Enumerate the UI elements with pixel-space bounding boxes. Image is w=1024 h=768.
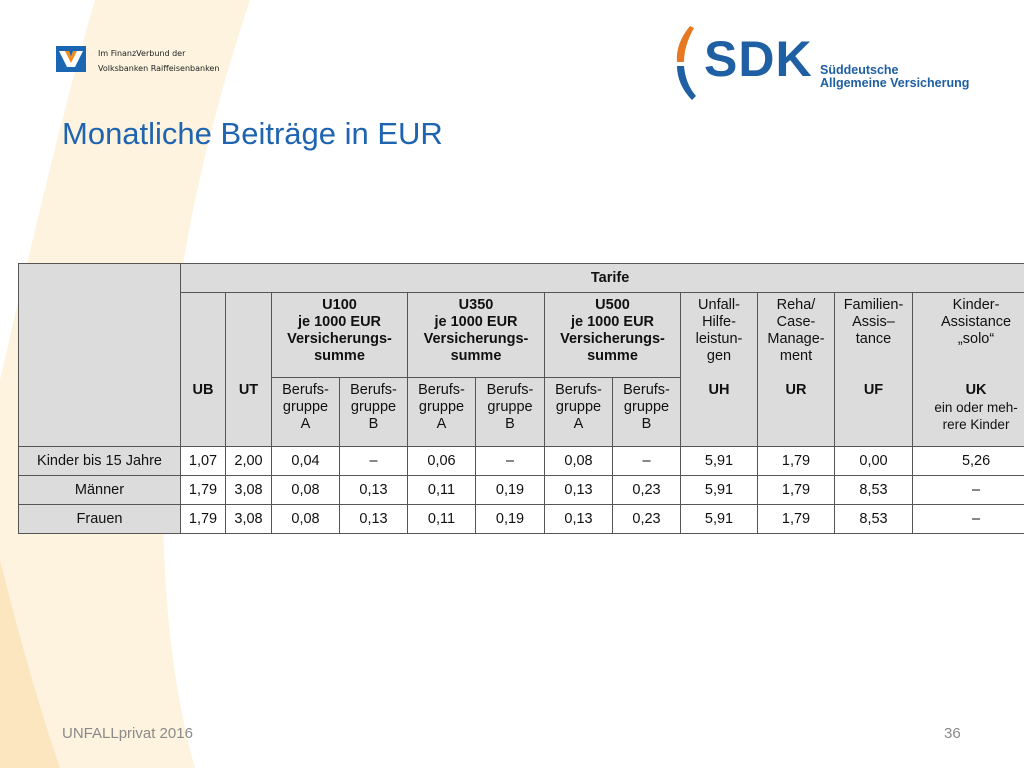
table-cell: 1,79 [757, 475, 835, 505]
table-cell: 3,08 [225, 504, 272, 534]
page-number: 36 [944, 725, 961, 742]
table-cell: 0,19 [475, 504, 545, 534]
table-cell: – [612, 446, 681, 476]
tarife-header: Tarife [179, 263, 1024, 293]
table-cell: 0,08 [544, 446, 613, 476]
header-u350-berufsgruppe-a: Berufs-gruppe A [407, 377, 476, 447]
table-cell: 1,79 [757, 504, 835, 534]
row-label: Kinder bis 15 Jahre [18, 446, 181, 476]
corner-cell [18, 263, 181, 447]
table-cell: 0,23 [612, 475, 681, 505]
header-uf-top: Familien- Assis– tance [834, 292, 913, 378]
page-title: Monatliche Beiträge in EUR [62, 116, 443, 151]
header-u100: U100 je 1000 EUR Versicherungs-summe [271, 292, 408, 378]
header-u350: U350 je 1000 EUR Versicherungs-summe [407, 292, 545, 378]
header-uk-top: Kinder- Assistance „solo“ [911, 292, 1024, 378]
vr-bank-logo: Im FinanzVerbund der Volksbanken Raiffei… [56, 46, 219, 76]
header-ur: UR [757, 377, 835, 447]
row-label: Frauen [18, 504, 181, 534]
sdk-subtitle-line1: Süddeutsche [820, 63, 899, 77]
tariff-table: Tarife U100 je 1000 EUR Versicherungs-summ… [18, 263, 1024, 534]
table-cell: – [911, 475, 1024, 505]
table-cell: 0,11 [407, 504, 476, 534]
header-u500: U500 je 1000 EUR Versicherungs-summe [544, 292, 681, 378]
header-ub-top [180, 292, 226, 378]
table-cell: 5,26 [911, 446, 1024, 476]
sdk-bracket-icon [676, 26, 696, 100]
header-u100-berufsgruppe-b: Berufs-gruppe B [339, 377, 408, 447]
table-row: Frauen 1,79 3,08 0,08 0,13 0,11 0,19 0,1… [18, 504, 1024, 534]
table-cell: 0,13 [339, 475, 408, 505]
header-ut: UT [225, 377, 272, 447]
table-row: Kinder bis 15 Jahre 1,07 2,00 0,04 – 0,0… [18, 446, 1024, 476]
header-u500-berufsgruppe-b: Berufs-gruppe B [612, 377, 681, 447]
header-uh: UH [680, 377, 758, 447]
table-cell: 5,91 [680, 475, 758, 505]
header-u350-berufsgruppe-b: Berufs-gruppe B [475, 377, 545, 447]
table-cell: – [339, 446, 408, 476]
sdk-subtitle-line2: Allgemeine Versicherung [820, 76, 970, 90]
table-cell: 5,91 [680, 504, 758, 534]
table-cell: 0,04 [271, 446, 340, 476]
footer-text: UNFALLprivat 2016 [62, 725, 193, 742]
header-uk: UK ein oder meh- rere Kinder [911, 377, 1024, 447]
header-ub: UB [180, 377, 226, 447]
table-cell: 0,13 [544, 504, 613, 534]
table-cell: 0,06 [407, 446, 476, 476]
vr-logo-line1: Im FinanzVerbund der [98, 49, 186, 58]
table-cell: 8,53 [834, 475, 913, 505]
header-uf: UF [834, 377, 913, 447]
vr-logo-icon [56, 46, 86, 72]
table-cell: 5,91 [680, 446, 758, 476]
header-uh-top: Unfall- Hilfe-leistun-gen [680, 292, 758, 378]
sdk-wordmark: SDK [704, 31, 813, 87]
table-row: Männer 1,79 3,08 0,08 0,13 0,11 0,19 0,1… [18, 475, 1024, 505]
row-label: Männer [18, 475, 181, 505]
sdk-logo: SDK Süddeutsche Allgemeine Versicherung [674, 26, 984, 106]
table-cell: 0,23 [612, 504, 681, 534]
table-cell: 0,08 [271, 475, 340, 505]
table-cell: 2,00 [225, 446, 272, 476]
table-cell: 1,79 [180, 504, 226, 534]
table-cell: 1,79 [180, 475, 226, 505]
table-cell: 0,13 [544, 475, 613, 505]
table-cell: 0,00 [834, 446, 913, 476]
table-cell: – [475, 446, 545, 476]
table-cell: 3,08 [225, 475, 272, 505]
table-cell: 0,11 [407, 475, 476, 505]
header-ur-top: Reha/Case- Manage-ment [757, 292, 835, 378]
vr-logo-line2: Volksbanken Raiffeisenbanken [98, 64, 220, 73]
header-u100-berufsgruppe-a: Berufs-gruppe A [271, 377, 340, 447]
table-cell: 1,07 [180, 446, 226, 476]
table-cell: 1,79 [757, 446, 835, 476]
table-cell: 0,13 [339, 504, 408, 534]
header-ut-top [225, 292, 272, 378]
table-cell: 0,08 [271, 504, 340, 534]
table-cell: 8,53 [834, 504, 913, 534]
table-cell: 0,19 [475, 475, 545, 505]
table-cell: – [911, 504, 1024, 534]
header-u500-berufsgruppe-a: Berufs-gruppe A [544, 377, 613, 447]
